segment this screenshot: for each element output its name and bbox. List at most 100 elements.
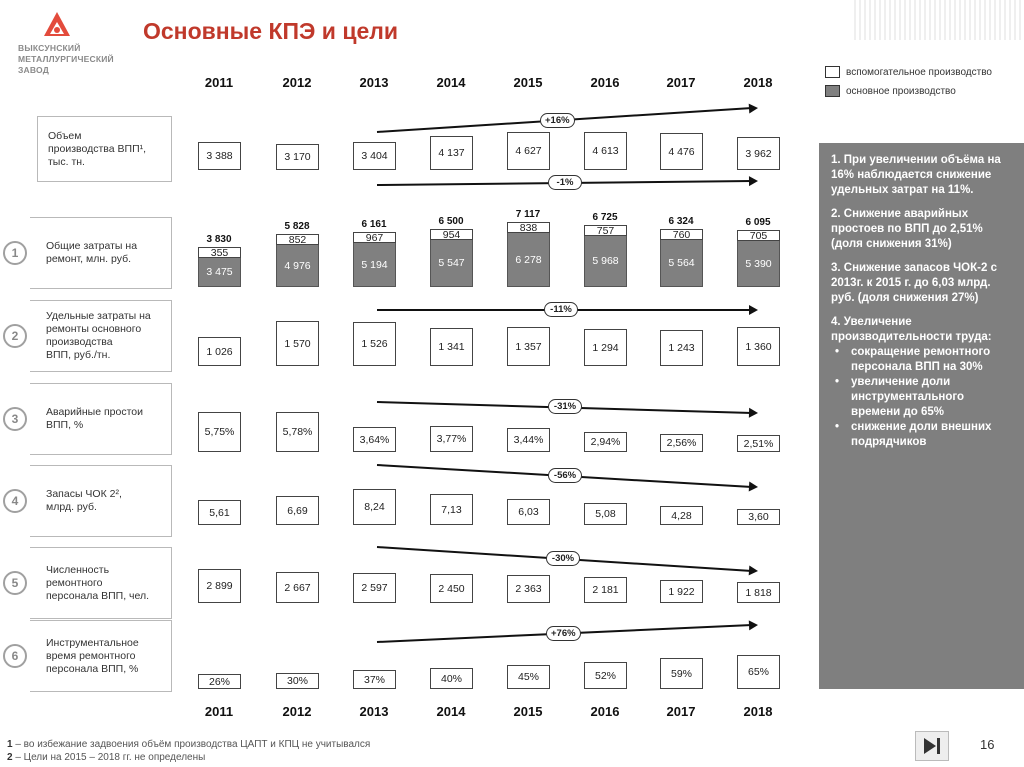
bar-value-label: 30%: [286, 675, 308, 687]
kpi-label-line: Удельные затраты на: [46, 310, 151, 322]
bar-total-label: 6 725: [592, 212, 618, 223]
bar-value: 37%: [353, 670, 396, 689]
bar-value: 4 627: [507, 132, 550, 170]
bar-value: 4 613: [584, 132, 627, 170]
bar-value: 2,56%: [660, 434, 703, 452]
trend-arrow-head: [748, 176, 758, 187]
bullet-item: сокращение ремонтного персонала ВПП на 3…: [831, 345, 1014, 375]
year-label: 2011: [204, 704, 234, 719]
kpi-label-line: тыс. тн.: [48, 155, 85, 168]
bar-value: 4 137: [430, 136, 473, 170]
footnote-number: 1: [7, 739, 13, 750]
bar-value: 5,78%: [276, 412, 319, 452]
bar-value-label: 3,77%: [436, 433, 467, 445]
bar-total-label: 6 324: [668, 216, 694, 227]
bar-value: 59%: [660, 658, 703, 689]
company-name-line: МЕТАЛЛУРГИЧЕСКИЙ: [18, 54, 114, 64]
bar-value: 1 360: [737, 327, 780, 366]
bar-main-production: 5 390: [737, 240, 780, 287]
bar-value: 52%: [584, 662, 627, 689]
conclusion-2: 2. Снижение аварийных простоев по ВПП до…: [831, 208, 983, 250]
bar-value-label: 3 962: [745, 147, 772, 160]
bar-value-label: 2,56%: [666, 437, 697, 449]
kpi-label-line: время ремонтного: [46, 649, 136, 662]
bar-value: 3 388: [198, 142, 241, 170]
bar-value-label: 45%: [517, 671, 539, 683]
year-label: 2018: [743, 75, 773, 90]
bar-value: 1 243: [660, 330, 703, 366]
trend-badge: -30%: [546, 550, 580, 566]
bar-value-label: 65%: [747, 666, 769, 678]
bar-value-label: 6,69: [287, 504, 308, 517]
bar-main-label: 5 547: [438, 257, 465, 269]
bar-main-production: 3 475: [198, 257, 241, 287]
company-name: ВЫКСУНСКИЙ МЕТАЛЛУРГИЧЕСКИЙ ЗАВОД: [18, 43, 138, 76]
kpi-label-line: Объем: [48, 129, 82, 142]
bar-value-label: 2 667: [284, 581, 311, 594]
bar-value-label: 52%: [594, 669, 616, 682]
conclusion-3: 3. Снижение запасов ЧОК-2 с 2013г. к 201…: [831, 262, 997, 304]
bar-value-label: 2 450: [438, 582, 465, 595]
bar-value: 2 667: [276, 572, 319, 603]
year-label: 2015: [513, 75, 543, 90]
bar-aux-label: 355: [210, 246, 229, 259]
bar-value-label: 40%: [440, 672, 462, 685]
bar-aux-label: 967: [365, 231, 384, 244]
kpi-label: Инструментальное время ремонтного персонал…: [46, 637, 139, 676]
conclusion-1: 1. При увеличении объёма на 16% наблюдае…: [831, 154, 1001, 196]
bar-value-label: 2 899: [206, 580, 233, 592]
footnote-2: 2 – Цели на 2015 – 2018 гг. не определен…: [7, 752, 205, 763]
bar-value-label: 1 570: [284, 337, 311, 350]
conclusion-4-bullets: сокращение ремонтного персонала ВПП на 3…: [831, 345, 1014, 450]
year-label: 2014: [436, 704, 466, 719]
bar-value: 40%: [430, 668, 473, 689]
bar-main-label: 5 564: [668, 257, 695, 269]
row-label-frame: [30, 383, 172, 455]
bar-value: 2,94%: [584, 432, 627, 452]
bar-value-label: 3 388: [206, 150, 233, 162]
kpi-number-badge: 5: [3, 571, 27, 595]
bar-total-label: 6 095: [745, 217, 771, 228]
bar-total-label: 5 828: [284, 221, 310, 232]
bar-value: 6,03: [507, 499, 550, 525]
bar-value: 2 597: [353, 573, 396, 603]
bar-aux-production: 954: [430, 229, 473, 241]
bar-value-label: 4 613: [592, 145, 619, 157]
bar-value: 5,75%: [198, 412, 241, 452]
row-label-frame: [30, 217, 172, 289]
year-label: 2014: [436, 75, 466, 90]
year-label: 2016: [590, 75, 620, 90]
footnote-1: 1 – во избежание задвоения объём произво…: [7, 739, 370, 750]
bullet-item: увеличение доли инструментального времен…: [831, 375, 1014, 420]
bar-value: 1 026: [198, 337, 241, 366]
bar-value: 3,60: [737, 509, 780, 525]
company-name-line: ВЫКСУНСКИЙ: [18, 43, 81, 53]
bar-value-label: 4,28: [671, 509, 692, 522]
page-number: 16: [980, 737, 995, 752]
bar-aux-label: 838: [519, 221, 538, 234]
footnote-text: – во избежание задвоения объём производс…: [12, 739, 371, 750]
bar-value: 7,13: [430, 494, 473, 525]
bar-value-label: 1 360: [745, 340, 772, 353]
bar-total-label: 7 117: [515, 209, 541, 220]
bar-aux-production: 967: [353, 231, 396, 244]
bar-value: 1 818: [737, 582, 780, 603]
bar-aux-label: 757: [596, 224, 615, 237]
bar-main-production: 5 547: [430, 239, 473, 287]
kpi-label-line: Общие затраты на: [46, 240, 138, 252]
next-slide-button[interactable]: [915, 731, 949, 761]
bar-value: 1 341: [430, 328, 473, 366]
year-label: 2011: [204, 75, 234, 90]
trend-arrow-head: [748, 407, 758, 418]
year-label: 2013: [359, 75, 389, 90]
kpi-label-line: производства: [46, 336, 113, 348]
bar-aux-production: 760: [660, 229, 703, 241]
bar-value-label: 3 170: [284, 151, 311, 163]
kpi-number-badge: 6: [3, 644, 27, 668]
row-label-frame: [37, 116, 172, 182]
bar-value: 1 570: [276, 321, 319, 366]
bar-value-label: 1 922: [668, 585, 695, 598]
bar-value-label: 1 294: [592, 341, 619, 354]
bar-main-production: 5 194: [353, 242, 396, 287]
bar-value: 1 526: [353, 322, 396, 366]
